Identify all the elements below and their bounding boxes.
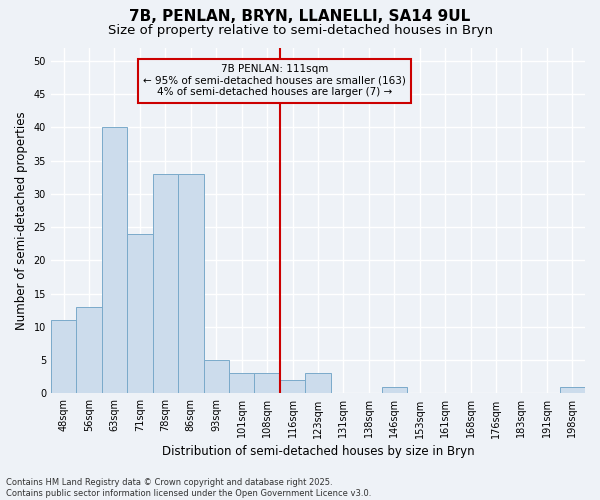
Text: 7B PENLAN: 111sqm
← 95% of semi-detached houses are smaller (163)
4% of semi-det: 7B PENLAN: 111sqm ← 95% of semi-detached…	[143, 64, 406, 98]
Bar	[102, 128, 127, 394]
Bar	[382, 387, 407, 394]
Bar	[127, 234, 152, 394]
Text: Contains HM Land Registry data © Crown copyright and database right 2025.
Contai: Contains HM Land Registry data © Crown c…	[6, 478, 371, 498]
Text: 7B, PENLAN, BRYN, LLANELLI, SA14 9UL: 7B, PENLAN, BRYN, LLANELLI, SA14 9UL	[130, 9, 470, 24]
Bar	[152, 174, 178, 394]
Y-axis label: Number of semi-detached properties: Number of semi-detached properties	[15, 111, 28, 330]
Bar	[76, 307, 102, 394]
Bar	[280, 380, 305, 394]
Bar	[229, 374, 254, 394]
Bar	[203, 360, 229, 394]
Text: Size of property relative to semi-detached houses in Bryn: Size of property relative to semi-detach…	[107, 24, 493, 37]
Bar	[254, 374, 280, 394]
Bar	[560, 387, 585, 394]
Bar	[305, 374, 331, 394]
Bar	[51, 320, 76, 394]
X-axis label: Distribution of semi-detached houses by size in Bryn: Distribution of semi-detached houses by …	[161, 444, 474, 458]
Bar	[178, 174, 203, 394]
